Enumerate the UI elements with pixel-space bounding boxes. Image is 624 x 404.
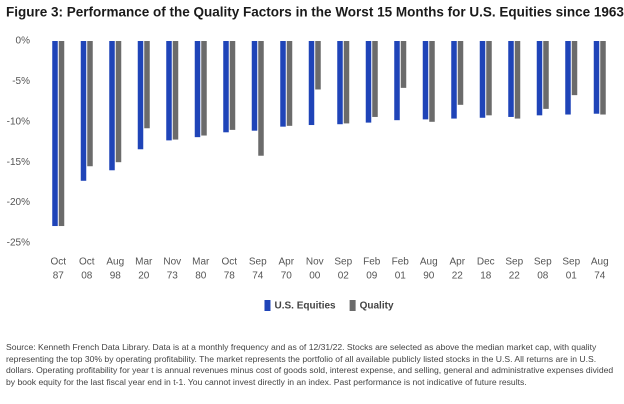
legend-swatch: [264, 300, 271, 311]
x-tick-label: Sep: [562, 257, 580, 268]
bar: [429, 41, 435, 122]
legend-label: U.S. Equities: [274, 301, 336, 312]
bar: [280, 41, 286, 127]
x-tick-label: 87: [53, 271, 65, 282]
bar: [508, 41, 514, 117]
bar: [109, 41, 115, 171]
x-tick-label: Apr: [278, 257, 294, 268]
bar: [422, 41, 429, 120]
bar: [137, 41, 144, 150]
x-tick-label: Sep: [505, 257, 523, 268]
x-tick-label: 74: [252, 271, 264, 282]
x-tick-label: Apr: [449, 257, 465, 268]
x-tick-label: 73: [167, 271, 179, 282]
bar: [223, 41, 229, 133]
y-tick-label: 0%: [16, 36, 31, 47]
x-tick-label: 22: [509, 271, 521, 282]
x-tick-label: 78: [224, 271, 236, 282]
bar: [365, 41, 372, 123]
bar: [166, 41, 172, 141]
y-tick-label: -5%: [12, 76, 30, 87]
x-tick-label: Sep: [249, 257, 267, 268]
bar: [308, 41, 315, 126]
bar: [58, 41, 65, 227]
x-tick-label: Nov: [306, 257, 324, 268]
bar: [514, 41, 521, 119]
bar: [486, 41, 492, 116]
y-tick-label: -10%: [7, 116, 30, 127]
x-tick-label: Mar: [192, 257, 210, 268]
bar: [571, 41, 578, 96]
x-tick-label: 02: [338, 271, 350, 282]
legend-swatch: [349, 300, 356, 311]
x-tick-label: Sep: [334, 257, 352, 268]
bar: [251, 41, 258, 131]
x-tick-label: Feb: [392, 257, 410, 268]
x-tick-label: Oct: [221, 257, 237, 268]
y-tick-label: -25%: [7, 238, 30, 249]
x-tick-label: 08: [81, 271, 93, 282]
x-tick-label: 08: [537, 271, 549, 282]
bar: [400, 41, 407, 88]
bar: [115, 41, 122, 163]
x-tick-label: 01: [395, 271, 407, 282]
bar: [457, 41, 464, 105]
bar: [194, 41, 201, 138]
x-tick-label: 74: [594, 271, 606, 282]
x-tick-label: 90: [423, 271, 435, 282]
chart: Figure 3: Performance of the Quality Fac…: [6, 5, 624, 312]
bar: [565, 41, 571, 115]
x-tick-label: 00: [309, 271, 321, 282]
bar: [543, 41, 549, 109]
bar: [536, 41, 543, 116]
x-tick-label: Dec: [477, 257, 495, 268]
x-tick-label: 01: [566, 271, 578, 282]
x-tick-label: 22: [452, 271, 464, 282]
x-tick-label: Aug: [420, 257, 438, 268]
bar: [258, 41, 264, 156]
bar: [172, 41, 179, 140]
x-tick-label: Sep: [534, 257, 552, 268]
x-tick-label: Nov: [163, 257, 181, 268]
x-tick-label: Oct: [79, 257, 95, 268]
x-tick-label: Oct: [50, 257, 66, 268]
x-tick-label: Aug: [591, 257, 609, 268]
bar: [201, 41, 207, 136]
bar: [286, 41, 293, 126]
chart-title: Figure 3: Performance of the Quality Fac…: [6, 5, 624, 20]
bar: [343, 41, 350, 124]
x-tick-label: 18: [480, 271, 492, 282]
bar: [52, 41, 58, 227]
bar: [479, 41, 486, 118]
y-tick-label: -20%: [7, 197, 30, 208]
bar: [372, 41, 378, 117]
bar: [315, 41, 321, 90]
bar: [593, 41, 600, 114]
x-tick-label: 20: [138, 271, 150, 282]
legend: U.S. Equities Quality: [264, 300, 394, 312]
x-tick-label: 98: [110, 271, 122, 282]
legend-label: Quality: [360, 301, 394, 312]
y-tick-label: -15%: [7, 157, 30, 168]
bar: [144, 41, 150, 129]
bar: [80, 41, 87, 181]
bar: [229, 41, 236, 130]
bar: [87, 41, 93, 167]
x-tick-label: Aug: [106, 257, 124, 268]
bar: [337, 41, 343, 125]
source-note: Source: Kenneth French Data Library. Dat…: [6, 342, 614, 387]
bar: [394, 41, 400, 121]
bar: [451, 41, 457, 119]
x-tick-label: Mar: [135, 257, 153, 268]
x-tick-label: 09: [366, 271, 378, 282]
bar: [600, 41, 606, 115]
x-tick-label: Feb: [363, 257, 381, 268]
x-tick-label: 70: [281, 271, 293, 282]
x-tick-label: 80: [195, 271, 207, 282]
